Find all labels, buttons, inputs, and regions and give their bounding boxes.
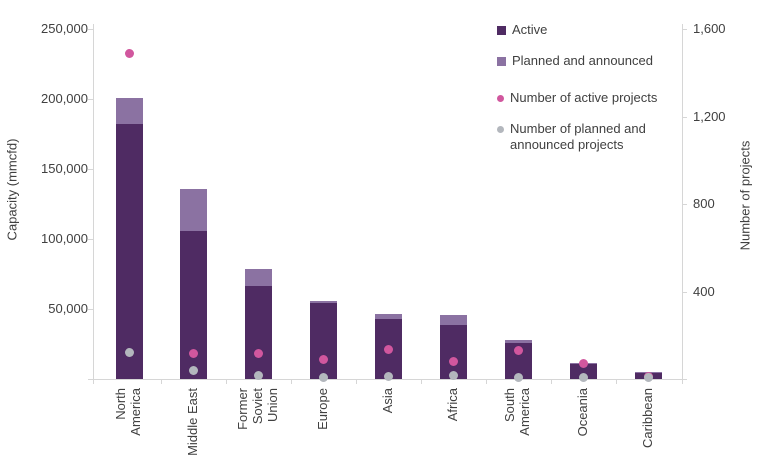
x-axis-tick-mark bbox=[550, 379, 552, 384]
legend-item-label: Number of active projects bbox=[510, 90, 658, 105]
left-axis-line bbox=[93, 24, 94, 384]
dot-planned-projects-6 bbox=[513, 373, 523, 383]
left-axis-tick-mark bbox=[88, 239, 93, 240]
left-axis-tick-label: 250,000 bbox=[41, 21, 88, 36]
dot-active-projects-4 bbox=[384, 344, 393, 354]
bar-active-2 bbox=[245, 285, 273, 379]
legend-square-icon bbox=[497, 26, 506, 35]
category-label-0: North America bbox=[113, 388, 143, 436]
left-axis-tick-label: 100,000 bbox=[41, 231, 88, 246]
right-axis-tick-label: 1,600 bbox=[693, 21, 726, 36]
x-axis-tick-mark bbox=[420, 379, 422, 384]
dot-active-projects-5 bbox=[448, 357, 458, 366]
legend-item-label: Planned and announced bbox=[512, 53, 653, 68]
bar-planned-4 bbox=[375, 313, 402, 319]
bar-planned-0 bbox=[115, 97, 143, 125]
right-axis-tick-mark bbox=[682, 29, 687, 30]
bar-active-5 bbox=[439, 325, 467, 379]
dot-active-projects-0 bbox=[124, 48, 134, 58]
left-axis-title: Capacity (mmcfd) bbox=[4, 138, 20, 241]
bar-planned-6 bbox=[504, 339, 532, 344]
category-label-3: Europe bbox=[315, 388, 331, 430]
legend-dot-icon bbox=[497, 95, 504, 102]
right-axis-tick-mark bbox=[682, 116, 687, 118]
dot-planned-projects-1 bbox=[189, 365, 199, 375]
dot-active-projects-6 bbox=[513, 346, 523, 356]
bar-planned-3 bbox=[310, 301, 338, 304]
category-label-8: Caribbean bbox=[639, 388, 655, 448]
dot-planned-projects-3 bbox=[319, 373, 329, 383]
legend-dot-icon bbox=[497, 126, 504, 133]
bar-active-3 bbox=[310, 303, 338, 379]
dot-active-projects-1 bbox=[189, 349, 199, 359]
left-axis-tick-mark bbox=[88, 29, 93, 30]
bar-active-0 bbox=[115, 124, 143, 379]
left-axis-tick-mark bbox=[88, 309, 93, 310]
dot-planned-projects-2 bbox=[254, 371, 264, 381]
category-label-7: Oceania bbox=[574, 388, 590, 437]
legend-item-0: Active bbox=[497, 22, 547, 38]
dot-planned-projects-0 bbox=[124, 348, 134, 358]
category-label-5: Africa bbox=[444, 388, 460, 422]
x-axis-tick-mark bbox=[226, 379, 228, 384]
left-axis-tick-label: 50,000 bbox=[48, 301, 88, 316]
right-axis-tick-mark bbox=[682, 291, 687, 293]
x-axis-tick-mark bbox=[615, 379, 617, 384]
dot-planned-projects-7 bbox=[578, 373, 588, 383]
left-axis-tick-label: 150,000 bbox=[41, 161, 88, 176]
dot-planned-projects-8 bbox=[643, 373, 653, 383]
x-axis-tick-mark bbox=[356, 379, 358, 384]
legend-item-2: Number of active projects bbox=[497, 90, 657, 106]
dot-planned-projects-5 bbox=[448, 371, 458, 381]
right-axis-tick-mark bbox=[682, 204, 687, 205]
bar-planned-1 bbox=[180, 189, 208, 231]
x-axis-tick-mark bbox=[291, 379, 293, 384]
category-label-4: Asia bbox=[380, 388, 395, 414]
left-axis-tick-label: 200,000 bbox=[41, 91, 88, 106]
bar-active-7 bbox=[569, 364, 597, 379]
dot-active-projects-3 bbox=[319, 354, 329, 364]
right-axis-tick-label: 800 bbox=[693, 196, 715, 211]
legend-square-icon bbox=[497, 57, 506, 66]
category-label-6: South America bbox=[502, 388, 533, 436]
dot-active-projects-7 bbox=[578, 359, 588, 369]
right-axis-tick-label: 1,200 bbox=[693, 108, 726, 124]
bar-planned-5 bbox=[439, 315, 467, 326]
category-label-1: Middle East bbox=[185, 388, 201, 456]
dot-active-projects-2 bbox=[254, 349, 264, 359]
x-axis-tick-mark bbox=[485, 379, 487, 384]
legend-item-label: Active bbox=[512, 22, 548, 37]
category-label-2: Former Soviet Union bbox=[235, 388, 281, 430]
left-axis-tick-mark bbox=[88, 99, 93, 100]
right-axis-tick-label: 400 bbox=[693, 283, 715, 299]
legend-item-1: Planned and announced bbox=[497, 53, 653, 69]
legend-item-label: Number of planned and announced projects bbox=[510, 121, 646, 152]
x-axis-tick-mark bbox=[161, 379, 163, 384]
left-axis-tick-mark bbox=[88, 169, 93, 170]
dot-planned-projects-4 bbox=[384, 372, 393, 382]
bar-planned-2 bbox=[245, 269, 273, 286]
legend-item-3: Number of planned and announced projects bbox=[497, 121, 682, 152]
